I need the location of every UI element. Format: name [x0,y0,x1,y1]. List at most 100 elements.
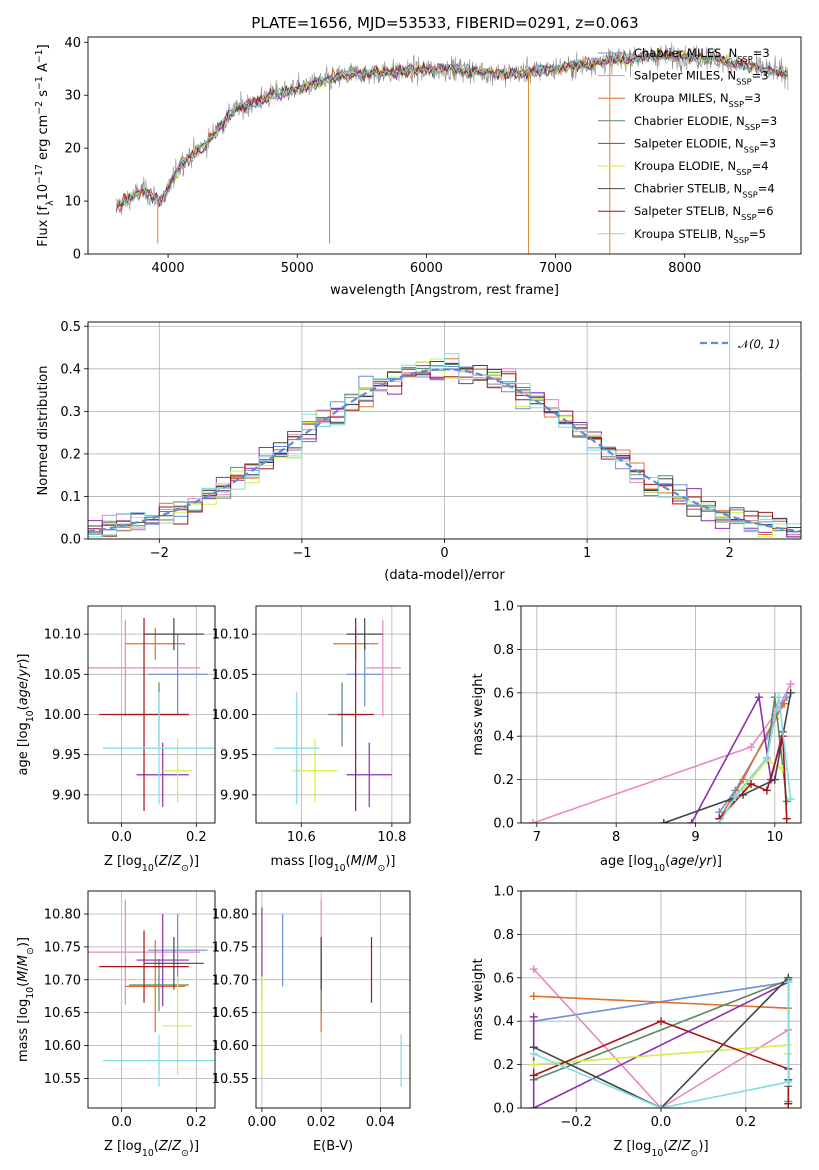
y-tick-label: 10.80 [212,908,249,923]
x-tick-label: −2 [150,546,169,561]
mass-vs-EBV-panel: 0.00 0.02 0.04 10.55 10.60 10.65 10.70 10.75 10.… [212,890,411,1154]
label-part: =4 [758,182,775,196]
weight-marker [786,795,795,804]
label-part: Salpeter MILES, N [634,69,736,83]
label-part: ⊙ [181,1148,189,1159]
label-part: 10 [653,863,665,874]
x-tick-label: 0 [440,546,448,561]
y-tick-label: 10.70 [212,973,249,988]
y-tick-label: 0.8 [493,928,514,943]
x-tick-label: 7000 [539,261,572,276]
label-part: SSP [744,144,759,154]
label-part: / [16,966,31,971]
x-axis-label: E(B-V) [313,1139,353,1154]
label-part: age [670,854,694,869]
y-tick-label: 10.55 [212,1072,249,1087]
x-tick-label: 4000 [152,261,185,276]
y-tick-label: 0.4 [60,362,81,377]
x-axis-label: Z [log10(Z/Z⊙)] [104,1139,199,1159]
x-tick-label: 10.6 [287,830,316,845]
label-part: )] [189,854,199,869]
label-part: 10 [142,1148,154,1159]
label-part: Z [158,1139,169,1154]
plot-area [88,899,215,1087]
ticks: 4000 5000 6000 7000 8000 0 10 20 30 40 [64,36,701,276]
weight-marker [778,764,787,773]
x-axis-label: (data-model)/error [384,568,505,583]
x-tick-label: 0.0 [111,1115,132,1130]
label-part: mass [log [16,999,31,1062]
label-part: Chabrier ELODIE, N [634,114,745,128]
y-axis-label: mass weight [471,673,486,755]
label-part: 10 [334,863,346,874]
label-part: SSP [736,167,751,177]
x-tick-label: 0.2 [736,1115,757,1130]
y-axis-label: mass [log10(M/M⊙)] [16,937,36,1062]
legend-entry: 𝒩(0, 1) [738,337,780,351]
label-part: SSP [745,122,760,132]
label-part: / [168,1139,173,1154]
histogram-step [88,353,801,538]
label-part: ( [154,1139,159,1154]
y-tick-label: 9.95 [220,748,249,763]
legend-entry: Chabrier ELODIE, NSSP=3 [634,114,777,132]
label-part: M [16,955,31,966]
label-part: 𝒩 [738,337,752,351]
label-part: )] [16,653,31,663]
weight-marker [786,680,795,689]
grid [521,890,801,1109]
weight-marker [687,819,696,823]
label-part: −17 [34,164,45,184]
label-part: λ [45,200,56,206]
ticks: 10.6 10.8 9.90 9.95 10.00 10.05 10.10 [212,628,407,845]
plot-area [529,965,793,1108]
label-part: SSP [742,190,757,200]
weight-marker [529,1060,538,1069]
label-part: )] [712,854,722,869]
label-part: age [log [600,854,653,869]
weight-marker [529,1104,538,1108]
y-tick-label: 0.1 [60,490,81,505]
label-part: / [362,854,367,869]
grid [256,891,410,1108]
label-part: =3 [760,114,777,128]
label-part: Kroupa MILES, N [634,91,729,105]
label-part: )] [698,1139,708,1154]
massweight-vs-Z-panel: −0.2 0.0 0.20.00.20.40.60.81.0Z [log10(Z/Z… [471,885,802,1159]
label-part: erg cm [36,115,51,164]
x-axis-label: Z [log10(Z/Z⊙)] [613,1139,708,1159]
y-tick-label: 0.8 [493,643,514,658]
label-part: −2 [34,101,45,115]
label-part: / [16,676,31,681]
x-axis-label: age [log10(age/yr)] [600,854,722,874]
y-axis-label: age [log10(age/yr)] [16,653,36,775]
weight-marker [747,743,756,752]
label-part: 10 [36,184,51,201]
weight-marker [782,814,791,823]
spectrum-panel: 4000 5000 6000 7000 8000 0 10 20 30 40 wavelength … [34,36,802,298]
weight-marker [770,775,779,784]
weight-marker [762,786,771,795]
x-axis-label: mass [log10(M/M⊙)] [271,854,396,874]
x-tick-label: 0.04 [366,1115,395,1130]
label-part: ( [16,705,31,710]
y-tick-label: 0.3 [60,405,81,420]
label-part: ( [346,854,351,869]
legend-entry: Kroupa MILES, NSSP=3 [634,91,761,109]
label-part: −1 [34,49,45,63]
label-part: Chabrier MILES, N [634,46,737,60]
plot-area [274,618,401,811]
label-part: Z [158,854,169,869]
x-tick-label: 2 [726,546,734,561]
x-tick-label: −1 [292,546,311,561]
y-tick-label: 10.05 [212,668,249,683]
y-tick-label: 10.10 [212,628,249,643]
label-part: =5 [749,227,766,241]
label-part: Chabrier STELIB, N [634,182,742,196]
y-tick-label: 0.2 [493,1058,514,1073]
label-part: Kroupa STELIB, N [634,227,734,241]
weight-marker [784,978,793,987]
plot-area [88,618,215,811]
